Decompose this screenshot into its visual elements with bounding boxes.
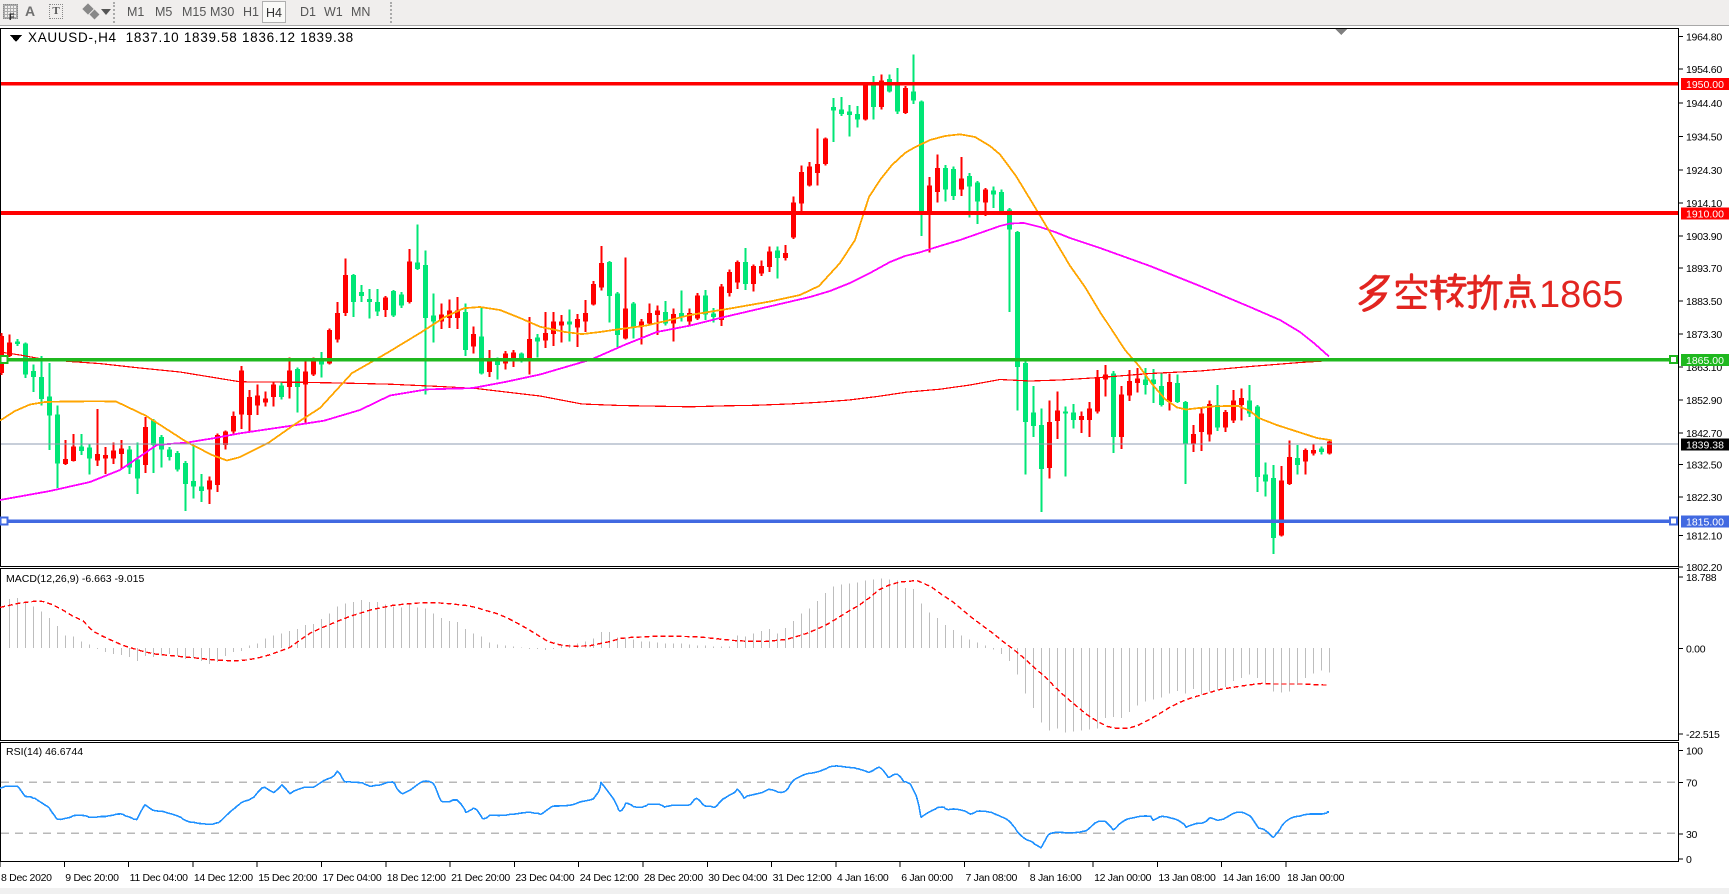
svg-text:1822.30: 1822.30 bbox=[1686, 492, 1722, 504]
svg-text:1852.90: 1852.90 bbox=[1686, 395, 1722, 407]
svg-text:MACD(12,26,9) -6.663 -9.015: MACD(12,26,9) -6.663 -9.015 bbox=[6, 573, 144, 585]
svg-text:18 Dec 12:00: 18 Dec 12:00 bbox=[387, 872, 446, 884]
svg-text:1964.80: 1964.80 bbox=[1686, 32, 1722, 44]
svg-text:1832.50: 1832.50 bbox=[1686, 460, 1722, 472]
svg-text:1802.20: 1802.20 bbox=[1686, 562, 1722, 574]
svg-text:28 Dec 20:00: 28 Dec 20:00 bbox=[644, 872, 703, 884]
svg-text:0.00: 0.00 bbox=[1686, 644, 1706, 656]
svg-text:1950.00: 1950.00 bbox=[1686, 79, 1724, 91]
svg-text:1812.10: 1812.10 bbox=[1686, 531, 1722, 543]
svg-text:1914.10: 1914.10 bbox=[1686, 198, 1722, 210]
svg-text:1842.70: 1842.70 bbox=[1686, 428, 1722, 440]
svg-text:12 Jan 00:00: 12 Jan 00:00 bbox=[1094, 872, 1152, 884]
svg-text:1934.50: 1934.50 bbox=[1686, 132, 1722, 144]
svg-text:1944.40: 1944.40 bbox=[1686, 98, 1722, 110]
svg-text:1865: 1865 bbox=[1539, 274, 1624, 316]
svg-text:1815.00: 1815.00 bbox=[1686, 517, 1724, 529]
svg-text:XAUUSD-,H4 1837.10 1839.58 18: XAUUSD-,H4 1837.10 1839.58 1836.12 1839.… bbox=[28, 30, 354, 45]
svg-text:6 Jan 00:00: 6 Jan 00:00 bbox=[901, 872, 953, 884]
svg-text:14 Jan 16:00: 14 Jan 16:00 bbox=[1223, 872, 1281, 884]
svg-text:14 Dec 12:00: 14 Dec 12:00 bbox=[194, 872, 253, 884]
svg-text:8 Dec 2020: 8 Dec 2020 bbox=[1, 872, 52, 884]
svg-text:RSI(14) 46.6744: RSI(14) 46.6744 bbox=[6, 746, 83, 758]
svg-text:13 Jan 08:00: 13 Jan 08:00 bbox=[1158, 872, 1216, 884]
svg-text:1865.00: 1865.00 bbox=[1686, 355, 1724, 367]
svg-text:1893.70: 1893.70 bbox=[1686, 263, 1722, 275]
svg-text:7 Jan 08:00: 7 Jan 08:00 bbox=[966, 872, 1018, 884]
svg-text:11 Dec 04:00: 11 Dec 04:00 bbox=[130, 872, 189, 884]
svg-text:0: 0 bbox=[1686, 854, 1692, 866]
svg-text:17 Dec 04:00: 17 Dec 04:00 bbox=[323, 872, 382, 884]
svg-text:30 Dec 04:00: 30 Dec 04:00 bbox=[708, 872, 767, 884]
svg-text:1954.60: 1954.60 bbox=[1686, 64, 1722, 76]
svg-text:1839.38: 1839.38 bbox=[1686, 440, 1724, 452]
svg-text:1910.00: 1910.00 bbox=[1686, 209, 1724, 221]
svg-text:24 Dec 12:00: 24 Dec 12:00 bbox=[580, 872, 639, 884]
svg-text:1924.30: 1924.30 bbox=[1686, 165, 1722, 177]
svg-text:1883.50: 1883.50 bbox=[1686, 296, 1722, 308]
svg-text:31 Dec 12:00: 31 Dec 12:00 bbox=[773, 872, 832, 884]
svg-text:21 Dec 20:00: 21 Dec 20:00 bbox=[451, 872, 510, 884]
svg-text:9 Dec 20:00: 9 Dec 20:00 bbox=[65, 872, 119, 884]
svg-text:18.788: 18.788 bbox=[1686, 572, 1717, 584]
svg-text:-22.515: -22.515 bbox=[1686, 729, 1720, 741]
svg-text:1873.30: 1873.30 bbox=[1686, 329, 1722, 341]
svg-text:23 Dec 04:00: 23 Dec 04:00 bbox=[515, 872, 574, 884]
svg-text:4 Jan 16:00: 4 Jan 16:00 bbox=[837, 872, 889, 884]
svg-text:8 Jan 16:00: 8 Jan 16:00 bbox=[1030, 872, 1082, 884]
svg-text:30: 30 bbox=[1686, 829, 1698, 841]
svg-text:70: 70 bbox=[1686, 777, 1698, 789]
svg-text:1903.90: 1903.90 bbox=[1686, 231, 1722, 243]
svg-text:15 Dec 20:00: 15 Dec 20:00 bbox=[258, 872, 317, 884]
svg-text:100: 100 bbox=[1686, 746, 1703, 758]
svg-text:18 Jan 00:00: 18 Jan 00:00 bbox=[1287, 872, 1345, 884]
